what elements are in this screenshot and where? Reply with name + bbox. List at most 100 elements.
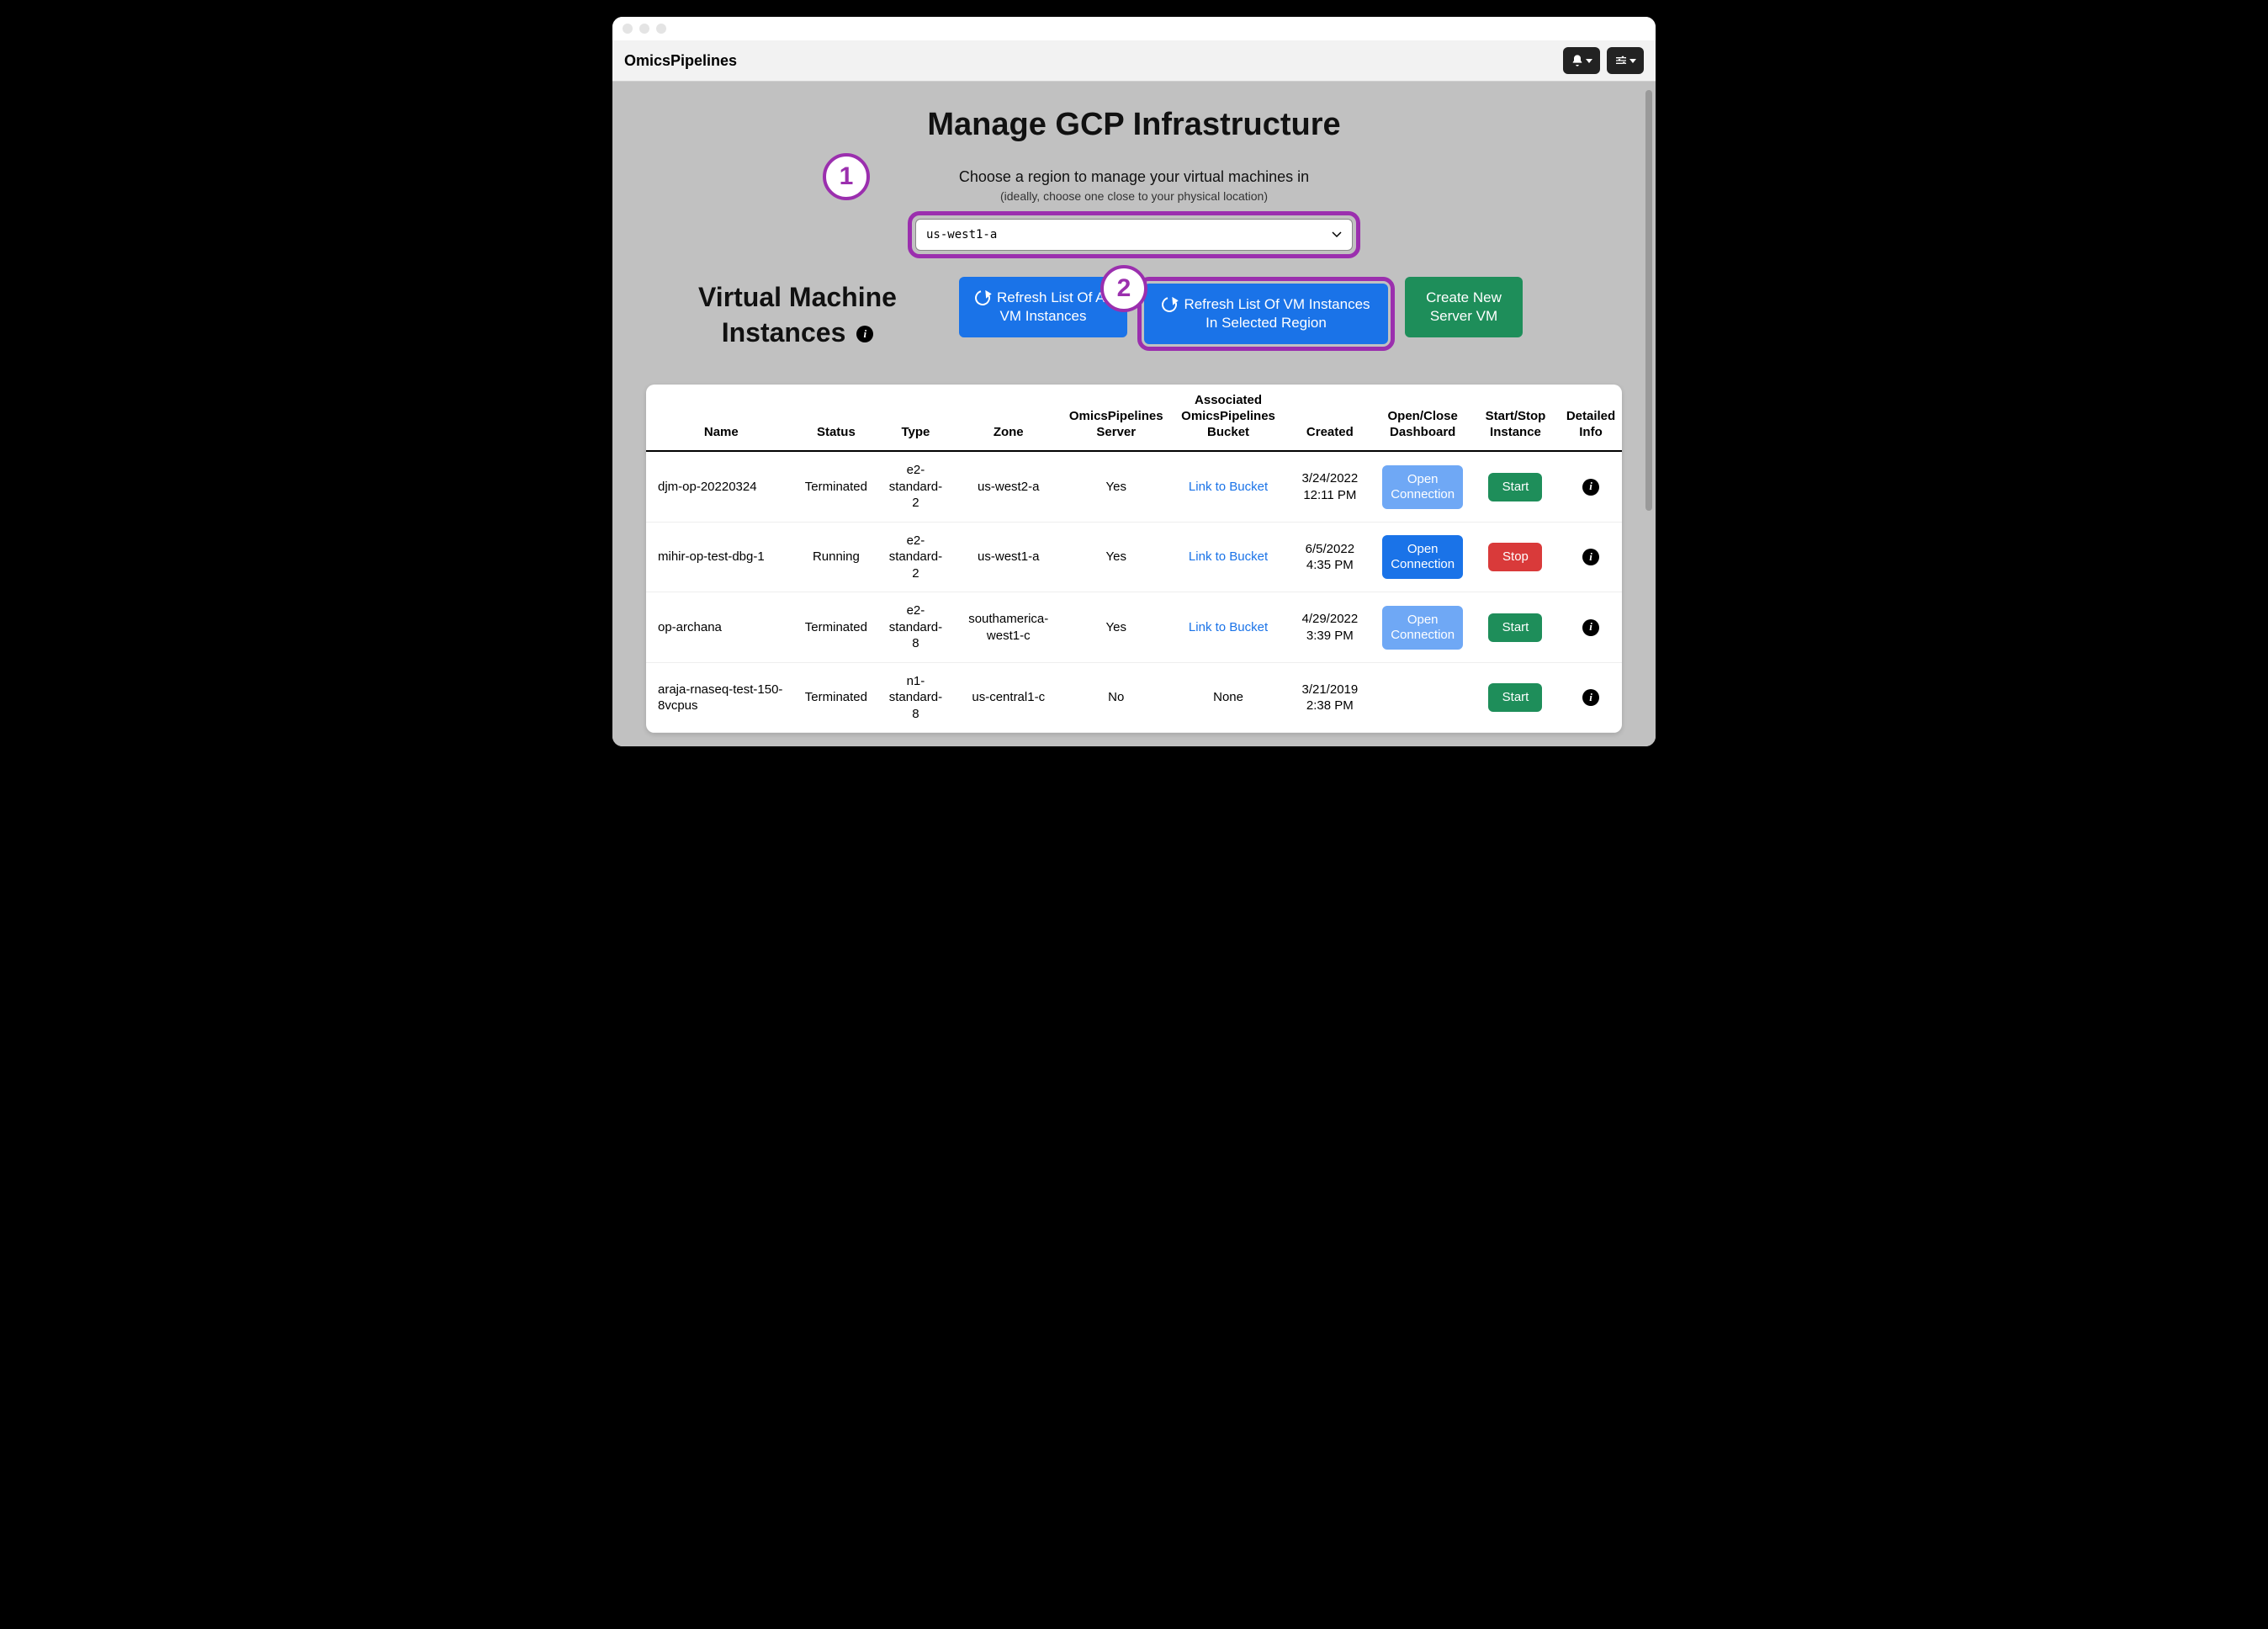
cell-action: Start <box>1471 451 1560 522</box>
toolbar-row: Virtual Machine Instances i Refresh List… <box>646 277 1622 351</box>
region-label: Choose a region to manage your virtual m… <box>646 168 1622 186</box>
cell-info: i <box>1560 522 1622 592</box>
cell-name: op-archana <box>646 592 797 663</box>
cell-action: Start <box>1471 592 1560 663</box>
cell-name: mihir-op-test-dbg-1 <box>646 522 797 592</box>
region-block: 1 Choose a region to manage your virtual… <box>646 168 1622 258</box>
cell-action: Start <box>1471 662 1560 733</box>
vm-table-card: Name Status Type Zone OmicsPipelines Ser… <box>646 385 1622 733</box>
refresh-region-button[interactable]: Refresh List Of VM Instances In Selected… <box>1144 284 1388 344</box>
table-row: djm-op-20220324Terminatede2-standard-2us… <box>646 451 1622 522</box>
open-connection-button: OpenConnection <box>1382 606 1463 650</box>
table-row: mihir-op-test-dbg-1Runninge2-standard-2u… <box>646 522 1622 592</box>
table-row: araja-rnaseq-test-150-8vcpusTerminatedn1… <box>646 662 1622 733</box>
bucket-link[interactable]: Link to Bucket <box>1189 549 1268 564</box>
cell-server: Yes <box>1062 592 1171 663</box>
bucket-link[interactable]: Link to Bucket <box>1189 480 1268 494</box>
cell-info: i <box>1560 662 1622 733</box>
section-title: Virtual Machine Instances i <box>646 277 949 350</box>
info-icon[interactable]: i <box>1582 619 1599 636</box>
col-bucket: Associated OmicsPipelines Bucket <box>1171 385 1286 451</box>
cell-info: i <box>1560 592 1622 663</box>
traffic-max[interactable] <box>656 24 666 34</box>
open-connection-button[interactable]: OpenConnection <box>1382 535 1463 579</box>
brand-title: OmicsPipelines <box>624 52 737 70</box>
cell-zone: us-west1-a <box>956 522 1062 592</box>
col-detail: Detailed Info <box>1560 385 1622 451</box>
region-sublabel: (ideally, choose one close to your physi… <box>646 189 1622 203</box>
cell-bucket: Link to Bucket <box>1171 592 1286 663</box>
content-area: Manage GCP Infrastructure 1 Choose a reg… <box>612 82 1656 746</box>
cell-bucket: Link to Bucket <box>1171 451 1286 522</box>
bell-icon <box>1571 54 1584 67</box>
col-created: Created <box>1285 385 1374 451</box>
app-window: OmicsPipelines Manage GCP Infrastructure… <box>612 17 1656 746</box>
cell-type: n1-standard-8 <box>876 662 956 733</box>
cell-bucket: Link to Bucket <box>1171 522 1286 592</box>
cell-type: e2-standard-2 <box>876 522 956 592</box>
cell-created: 6/5/20224:35 PM <box>1285 522 1374 592</box>
info-icon[interactable]: i <box>856 326 873 342</box>
cell-dashboard: OpenConnection <box>1374 451 1471 522</box>
cell-created: 4/29/20223:39 PM <box>1285 592 1374 663</box>
cell-server: Yes <box>1062 522 1171 592</box>
col-name: Name <box>646 385 797 451</box>
cell-bucket: None <box>1171 662 1286 733</box>
cell-dashboard: OpenConnection <box>1374 592 1471 663</box>
create-vm-button[interactable]: Create New Server VM <box>1405 277 1523 337</box>
cell-zone: us-west2-a <box>956 451 1062 522</box>
annotation-badge-1: 1 <box>823 153 870 200</box>
stop-button[interactable]: Stop <box>1488 543 1542 571</box>
open-connection-button: OpenConnection <box>1382 465 1463 509</box>
info-icon[interactable]: i <box>1582 479 1599 496</box>
traffic-min[interactable] <box>639 24 649 34</box>
cell-type: e2-standard-8 <box>876 592 956 663</box>
page-title: Manage GCP Infrastructure <box>646 107 1622 143</box>
refresh-icon <box>972 288 994 309</box>
settings-button[interactable] <box>1607 47 1644 74</box>
cell-name: djm-op-20220324 <box>646 451 797 522</box>
table-header-row: Name Status Type Zone OmicsPipelines Ser… <box>646 385 1622 451</box>
cell-created: 3/24/202212:11 PM <box>1285 451 1374 522</box>
start-button[interactable]: Start <box>1488 473 1542 501</box>
col-startstop: Start/Stop Instance <box>1471 385 1560 451</box>
cell-action: Stop <box>1471 522 1560 592</box>
cell-info: i <box>1560 451 1622 522</box>
cell-zone: southamerica-west1-c <box>956 592 1062 663</box>
info-icon[interactable]: i <box>1582 549 1599 565</box>
col-type: Type <box>876 385 956 451</box>
start-button[interactable]: Start <box>1488 683 1542 712</box>
table-row: op-archanaTerminatede2-standard-8southam… <box>646 592 1622 663</box>
titlebar <box>612 17 1656 40</box>
traffic-close[interactable] <box>623 24 633 34</box>
cell-created: 3/21/20192:38 PM <box>1285 662 1374 733</box>
cell-name: araja-rnaseq-test-150-8vcpus <box>646 662 797 733</box>
col-status: Status <box>797 385 877 451</box>
cell-status: Terminated <box>797 451 877 522</box>
cell-dashboard: OpenConnection <box>1374 522 1471 592</box>
cell-type: e2-standard-2 <box>876 451 956 522</box>
cell-status: Terminated <box>797 662 877 733</box>
chevron-down-icon <box>1586 59 1592 63</box>
cell-status: Terminated <box>797 592 877 663</box>
region-select-highlight: us-west1-a <box>908 211 1360 258</box>
cell-dashboard <box>1374 662 1471 733</box>
scrollbar[interactable] <box>1645 90 1652 511</box>
cell-server: No <box>1062 662 1171 733</box>
col-server: OmicsPipelines Server <box>1062 385 1171 451</box>
refresh-icon <box>1159 294 1180 316</box>
region-select[interactable]: us-west1-a <box>915 219 1353 251</box>
bucket-link[interactable]: Link to Bucket <box>1189 620 1268 634</box>
cell-server: Yes <box>1062 451 1171 522</box>
start-button[interactable]: Start <box>1488 613 1542 642</box>
sliders-icon <box>1614 54 1628 67</box>
topbar: OmicsPipelines <box>612 40 1656 82</box>
col-zone: Zone <box>956 385 1062 451</box>
chevron-down-icon <box>1629 59 1636 63</box>
cell-status: Running <box>797 522 877 592</box>
vm-table: Name Status Type Zone OmicsPipelines Ser… <box>646 385 1622 733</box>
info-icon[interactable]: i <box>1582 689 1599 706</box>
notifications-button[interactable] <box>1563 47 1600 74</box>
annotation-badge-2: 2 <box>1100 265 1147 312</box>
cell-zone: us-central1-c <box>956 662 1062 733</box>
